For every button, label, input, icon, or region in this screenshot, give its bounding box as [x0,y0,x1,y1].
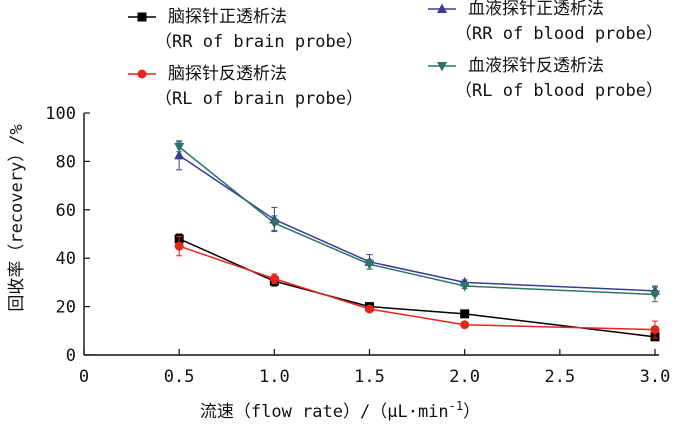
y-tick-label: 20 [56,298,76,318]
x-tick-label: 0 [79,367,89,387]
legend-label: 脑探针正透析法 [168,7,287,27]
series-3 [174,140,660,297]
data-point [650,325,660,335]
y-axis-title: 回收率（recovery）/% [7,124,27,311]
y-tick-label: 0 [66,346,76,366]
x-axis-title: 流速（flow rate）/（μL·min-1） [200,399,480,422]
legend-item-3: 血液探针正透析法 （RR of blood probe） [428,0,663,44]
data-point [269,219,280,229]
data-point [460,320,470,330]
legend-marker [437,3,447,13]
legend-label-en: （RL of blood probe） [455,81,663,101]
legend-item-2: 脑探针反透析法 （RL of brain probe） [128,64,363,109]
legend-marker [137,69,147,79]
legend-label-en: （RR of blood probe） [455,24,663,44]
x-tick-label: 2.5 [544,367,575,387]
x-axis-title-exponent: -1 [449,399,463,413]
axes: 0 0.5 1.0 1.5 2.0 2.5 3.0 0 20 40 60 80 100 [45,104,670,387]
data-point [174,142,185,153]
data-point [174,149,185,160]
legend-item-1: 脑探针正透析法 （RR of brain probe） [128,7,363,52]
data-point [269,274,279,284]
x-axis-title-close: ） [463,402,480,422]
legend: 脑探针正透析法 （RR of brain probe） 脑探针反透析法 （RL of … [128,0,663,109]
legend-label: 血液探针反透析法 [468,56,604,76]
y-tick-label: 60 [56,201,76,221]
series-4 [174,141,660,303]
x-tick-label: 0.5 [164,367,195,387]
data-point [174,241,184,251]
data-point [365,304,374,314]
data-point [460,309,470,319]
legend-label-en: （RL of brain probe） [155,89,363,109]
data-point [364,260,375,270]
x-tick-label: 2.0 [449,367,480,387]
x-axis-title-main: 流速（flow rate）/（μL·min [200,402,449,422]
data-point [459,282,470,292]
legend-item-4: 血液探针反透析法 （RL of blood probe） [428,56,663,101]
legend-label: 血液探针正透析法 [468,0,604,19]
x-tick-label: 3.0 [640,367,671,387]
legend-label-en: （RR of brain probe） [155,32,363,52]
series-layer [174,140,660,342]
legend-marker [137,12,147,22]
legend-label: 脑探针反透析法 [168,64,287,84]
y-tick-label: 40 [56,249,76,269]
legend-marker [437,62,447,72]
series-2 [174,235,660,339]
x-tick-label: 1.5 [354,367,385,387]
y-tick-label: 100 [45,104,76,124]
x-tick-label: 1.0 [259,367,290,387]
data-point [650,290,660,300]
y-tick-label: 80 [56,152,76,172]
